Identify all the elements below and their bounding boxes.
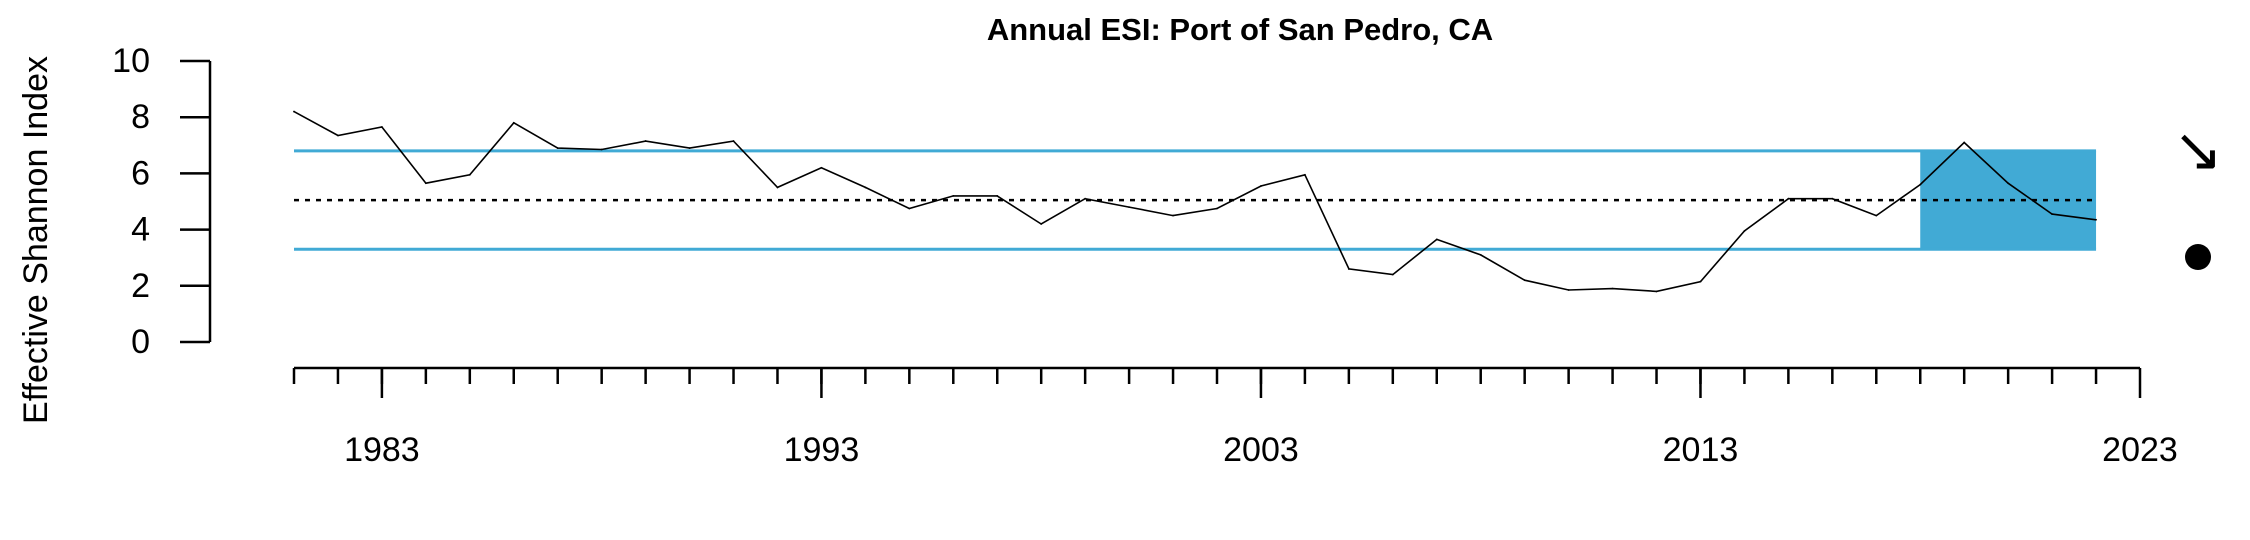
data-point-2007 — [1435, 238, 1438, 241]
x-tick-label-2023: 2023 — [2102, 431, 2178, 469]
data-point-1998 — [1040, 223, 1043, 225]
data-point-1999 — [1084, 197, 1087, 200]
data-point-1988 — [600, 148, 603, 151]
status-dot — [2185, 244, 2211, 270]
data-point-2015 — [1787, 197, 1790, 200]
data-point-1994 — [864, 186, 867, 189]
esi-series-line — [293, 110, 2097, 293]
trend-arrow-icon: ↘ — [2173, 116, 2223, 183]
data-point-1989 — [644, 140, 647, 142]
data-point-2016 — [1831, 197, 1834, 200]
y-tick-label-6: 6 — [131, 154, 150, 192]
data-point-1993 — [820, 166, 823, 169]
data-point-2019 — [1963, 141, 1966, 144]
data-point-2004 — [1304, 173, 1306, 176]
x-tick-label-1993: 1993 — [784, 431, 860, 469]
data-point-2010 — [1567, 289, 1570, 291]
data-point-1996 — [952, 194, 955, 197]
y-tick-label-10: 10 — [112, 42, 150, 80]
data-point-1981 — [293, 110, 295, 113]
data-point-1990 — [688, 147, 691, 150]
data-point-1991 — [732, 140, 735, 142]
data-point-2003 — [1260, 185, 1262, 187]
data-point-1985 — [468, 173, 471, 176]
data-point-2014 — [1743, 230, 1746, 232]
data-point-2011 — [1611, 287, 1614, 290]
data-point-2002 — [1216, 207, 1218, 210]
data-point-2017 — [1875, 214, 1878, 217]
y-tick-label-8: 8 — [131, 98, 150, 136]
x-axis: 1983 1993 2003 2013 2023 — [292, 366, 2178, 469]
data-point-2013 — [1699, 280, 1702, 283]
data-point-2001 — [1172, 214, 1174, 217]
chart-title: Annual ESI: Port of San Pedro, CA — [987, 12, 1493, 47]
y-tick-label-0: 0 — [131, 323, 150, 361]
data-point-1995 — [908, 207, 911, 210]
data-point-1984 — [424, 182, 427, 185]
data-point-1983 — [381, 126, 383, 128]
x-tick-label-2013: 2013 — [1663, 431, 1739, 469]
data-point-1982 — [337, 134, 339, 137]
data-point-2020 — [2007, 182, 2010, 185]
y-axis-label: Effective Shannon Index — [17, 56, 55, 424]
data-point-2005 — [1347, 268, 1350, 270]
y-axis: 0 2 4 6 8 10 — [112, 42, 212, 361]
data-point-2008 — [1479, 253, 1482, 256]
x-tick-label-1983: 1983 — [344, 431, 420, 469]
data-point-2000 — [1128, 206, 1130, 209]
data-point-2006 — [1391, 273, 1394, 276]
data-point-2018 — [1919, 183, 1922, 186]
data-point-2012 — [1655, 290, 1658, 293]
data-point-1992 — [776, 186, 779, 189]
data-point-2009 — [1523, 279, 1526, 282]
data-point-2021 — [2051, 213, 2053, 216]
data-point-1997 — [996, 194, 999, 197]
data-point-2022 — [2095, 218, 2097, 221]
data-point-1986 — [512, 121, 515, 124]
data-point-1987 — [556, 147, 559, 150]
y-tick-label-4: 4 — [131, 211, 150, 249]
y-tick-label-2: 2 — [131, 267, 150, 305]
x-tick-label-2003: 2003 — [1223, 431, 1299, 469]
